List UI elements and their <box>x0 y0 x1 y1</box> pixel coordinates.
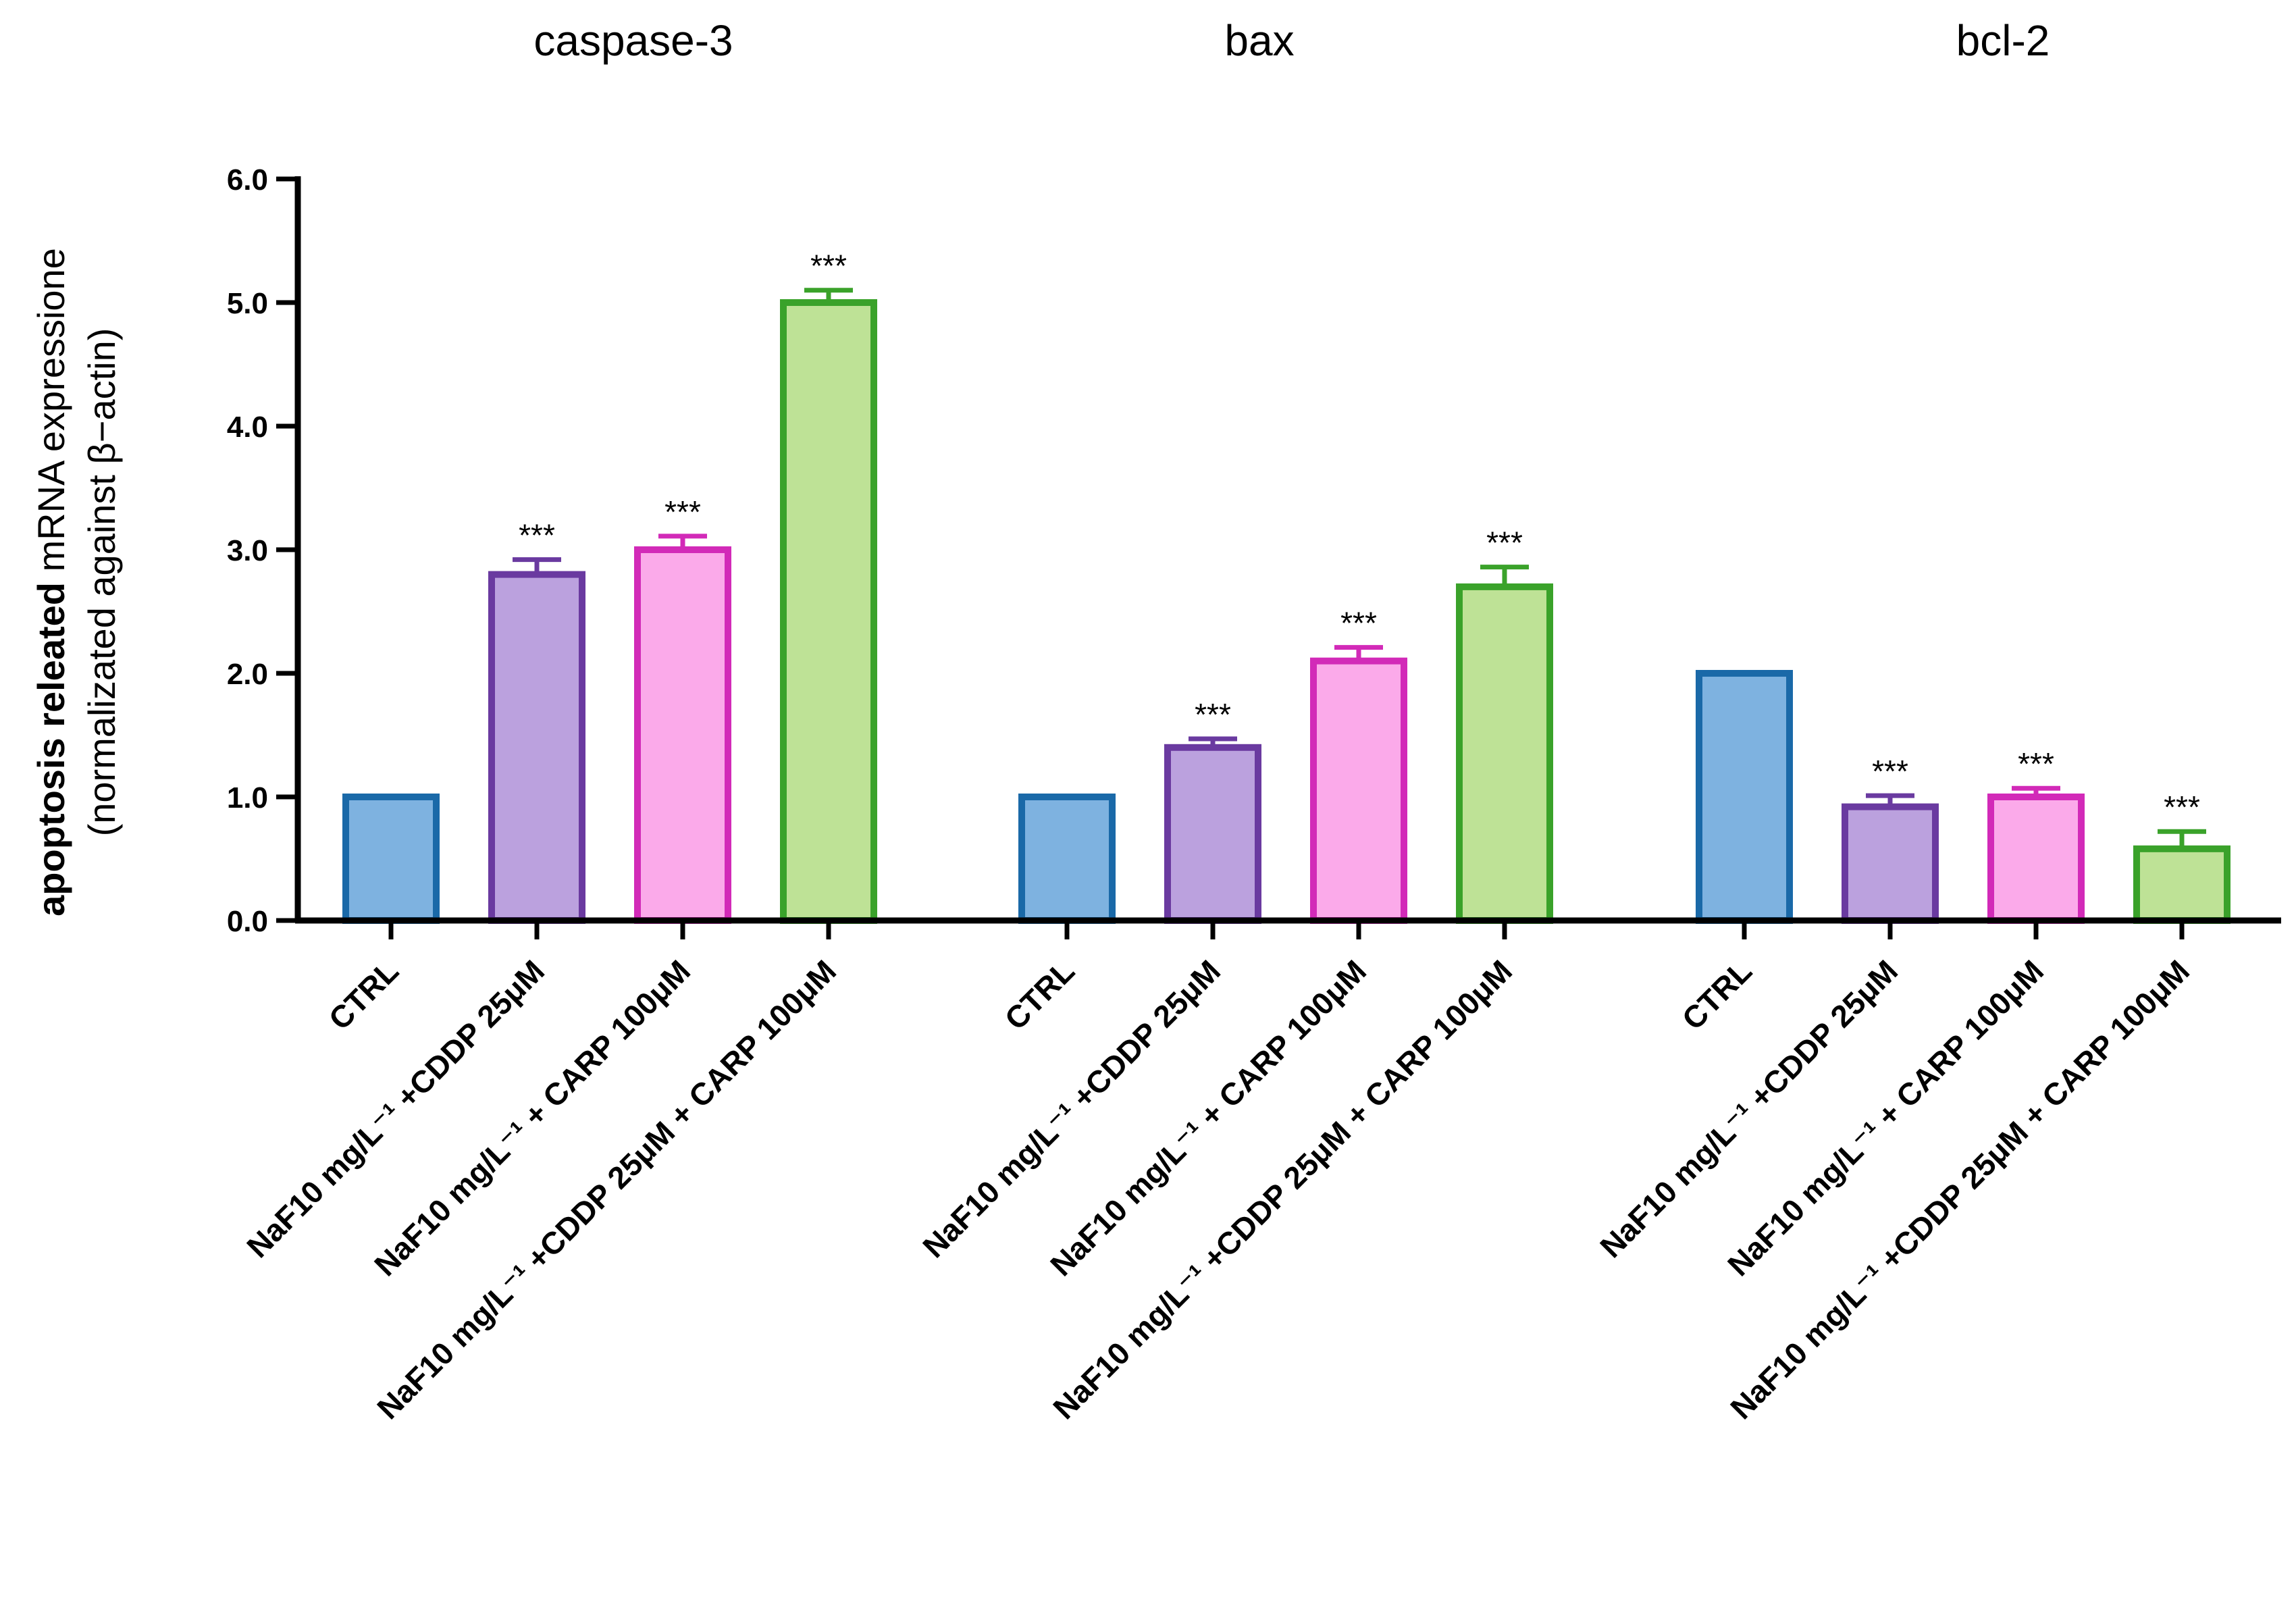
y-axis-label-rest: mRNA expressione <box>30 248 72 571</box>
significance-label: *** <box>1195 697 1231 732</box>
bar-0-2 <box>634 546 731 924</box>
significance-label: *** <box>810 249 847 284</box>
x-tick-label: NaF10 mg/L⁻¹ + CARP 100μM <box>1721 953 2050 1282</box>
x-tick-label: NaF10 mg/L⁻¹ + CARP 100μM <box>1043 953 1373 1282</box>
x-tick-label: CTRL <box>1675 953 1758 1036</box>
bar-2-2 <box>1987 794 2085 924</box>
bar-2-1 <box>1842 803 1939 925</box>
y-axis-label-line2: (normalizated against β−actin) <box>80 328 123 837</box>
significance-label: *** <box>664 494 701 529</box>
x-axis <box>295 917 2281 939</box>
x-tick-label: CTRL <box>322 953 405 1036</box>
y-tick-label: 0.0 <box>227 905 268 938</box>
significance-label: *** <box>1872 754 1908 789</box>
x-tick-label: NaF10 mg/L⁻¹ +CDDP 25μM <box>1593 953 1904 1264</box>
bar-1-2 <box>1310 657 1407 924</box>
bar-0-1 <box>488 571 585 924</box>
bar-1-0 <box>1018 794 1116 924</box>
y-tick-label: 5.0 <box>227 287 268 320</box>
significance-label: *** <box>2164 789 2200 825</box>
bar-2-3 <box>2133 845 2230 924</box>
bar-0-0 <box>342 794 440 924</box>
group-titles: caspase-3 bax bcl-2 <box>533 16 2050 65</box>
y-tick-label: 4.0 <box>227 411 268 444</box>
y-axis: 0.0 1.0 2.0 3.0 4.0 5.0 6.0 <box>227 163 301 938</box>
y-tick-label: 1.0 <box>227 781 268 814</box>
x-tick-label: NaF10 mg/L⁻¹ +CDDP 25μM <box>240 953 551 1264</box>
bar-1-3 <box>1456 583 1553 925</box>
y-tick-label: 3.0 <box>227 534 268 567</box>
significance-label: *** <box>2018 746 2054 781</box>
x-tick-label: NaF10 mg/L⁻¹ + CARP 100μM <box>367 953 697 1282</box>
x-tick-label: CTRL <box>998 953 1081 1036</box>
group-title-1: bax <box>1224 16 1294 65</box>
bar-2-0 <box>1696 670 1793 924</box>
bar-1-1 <box>1164 744 1261 925</box>
significance-label: *** <box>1486 525 1523 561</box>
y-tick-label: 2.0 <box>227 658 268 691</box>
bar-0-3 <box>780 299 877 924</box>
y-tick-label: 6.0 <box>227 163 268 197</box>
y-axis-label-line1: apoptosis releated mRNA expressione <box>30 248 72 916</box>
bars: *** *** *** *** *** *** *** *** *** <box>342 249 2230 925</box>
group-title-2: bcl-2 <box>1956 16 2050 65</box>
significance-label: *** <box>1340 606 1377 641</box>
significance-label: *** <box>519 518 555 553</box>
y-axis-label-bold: apoptosis releated <box>30 582 72 916</box>
group-title-0: caspase-3 <box>533 16 733 65</box>
x-tick-label: NaF10 mg/L⁻¹ +CDDP 25μM <box>916 953 1227 1264</box>
